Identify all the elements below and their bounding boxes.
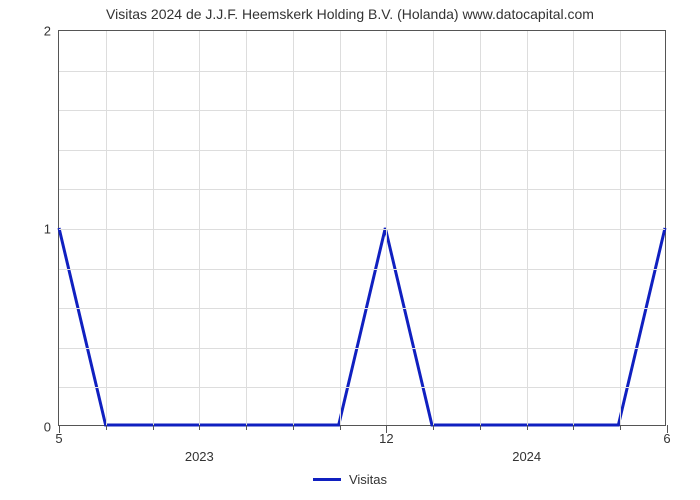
x-minor-tick: [480, 425, 481, 430]
x-gridline: [433, 31, 434, 425]
x-minor-tick: [199, 425, 200, 430]
y-tick-label: 2: [44, 24, 59, 39]
x-tick-label: 5: [55, 425, 62, 446]
x-gridline: [527, 31, 528, 425]
x-minor-tick: [433, 425, 434, 430]
plot-area: 012512620232024: [58, 30, 666, 426]
x-tick-label: 12: [379, 425, 393, 446]
chart-title: Visitas 2024 de J.J.F. Heemskerk Holding…: [0, 6, 700, 22]
x-gridline: [340, 31, 341, 425]
x-gridline: [153, 31, 154, 425]
y-tick-label: 1: [44, 222, 59, 237]
x-gridline: [386, 31, 387, 425]
x-minor-tick: [620, 425, 621, 430]
x-gridline: [480, 31, 481, 425]
x-minor-tick: [293, 425, 294, 430]
x-gridline: [573, 31, 574, 425]
x-gridline: [106, 31, 107, 425]
legend-swatch: [313, 478, 341, 481]
chart-container: Visitas 2024 de J.J.F. Heemskerk Holding…: [0, 0, 700, 500]
x-minor-tick: [246, 425, 247, 430]
x-gridline: [293, 31, 294, 425]
x-gridline: [246, 31, 247, 425]
x-minor-tick: [106, 425, 107, 430]
x-gridline: [199, 31, 200, 425]
x-minor-tick: [153, 425, 154, 430]
x-category-label: 2024: [512, 449, 541, 464]
legend-label: Visitas: [349, 472, 387, 487]
x-minor-tick: [527, 425, 528, 430]
x-category-label: 2023: [185, 449, 214, 464]
x-minor-tick: [573, 425, 574, 430]
x-gridline: [620, 31, 621, 425]
x-tick-label: 6: [663, 425, 670, 446]
legend: Visitas: [0, 472, 700, 487]
x-minor-tick: [340, 425, 341, 430]
